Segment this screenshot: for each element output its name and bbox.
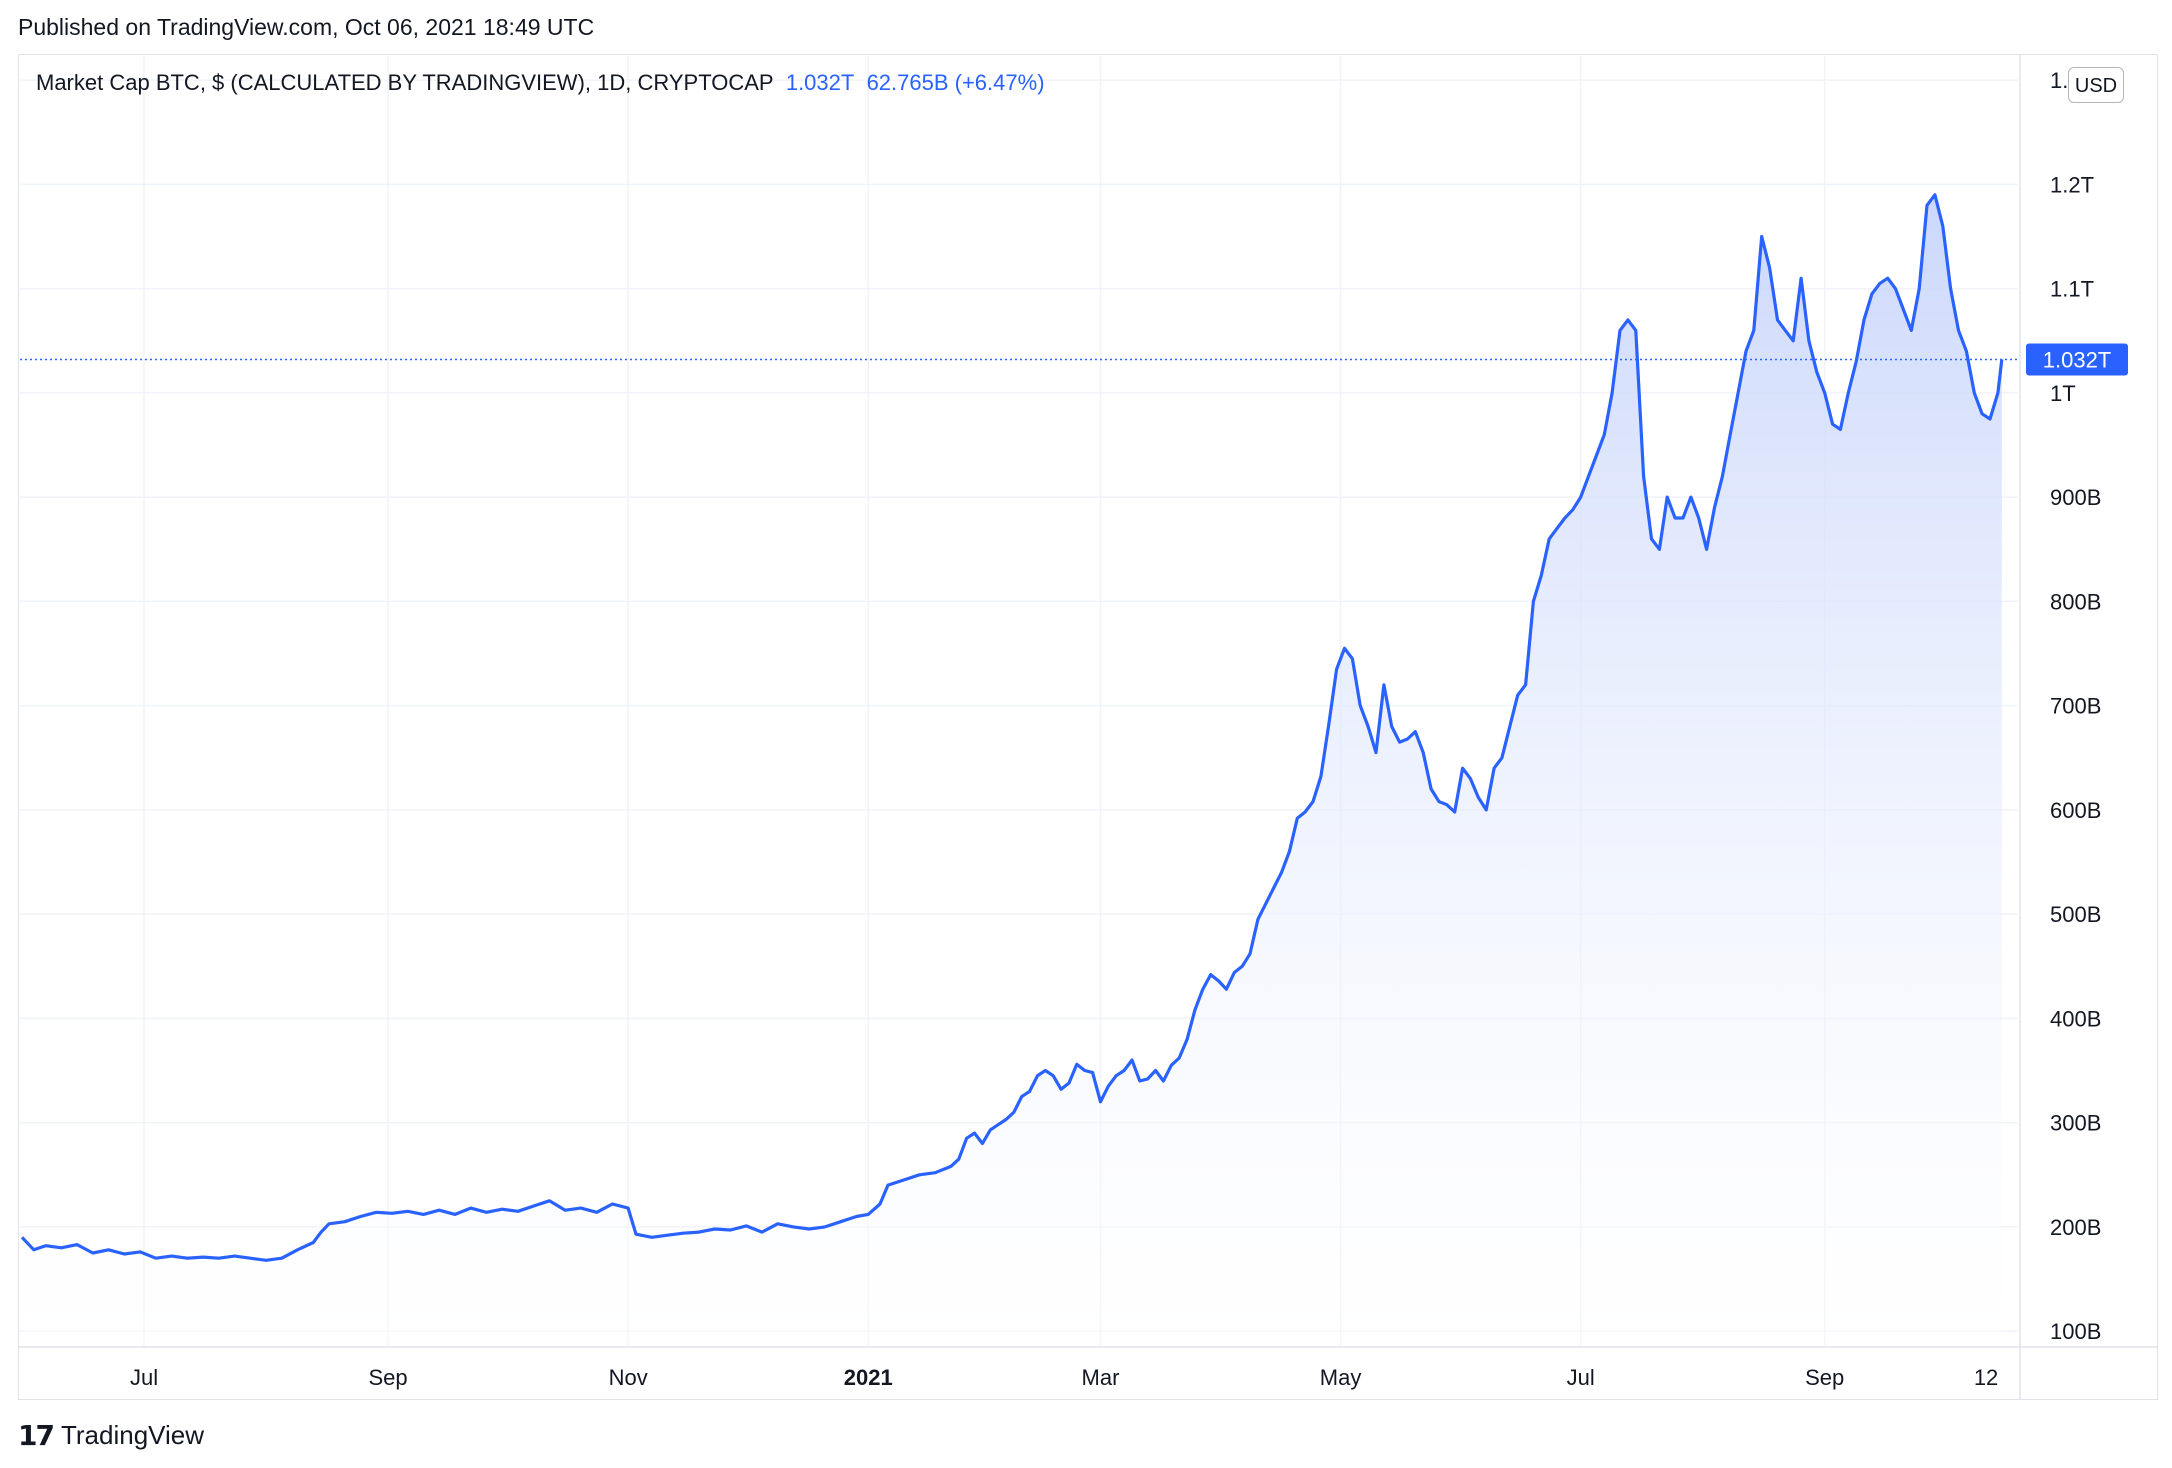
y-tick-label: 600B: [2050, 798, 2101, 823]
published-header: Published on TradingView.com, Oct 06, 20…: [18, 14, 595, 40]
y-tick-label: 300B: [2050, 1111, 2101, 1136]
currency-button[interactable]: USD: [2068, 67, 2124, 103]
x-tick-label: 12: [1974, 1365, 1998, 1390]
legend-change: 62.765B (+6.47%): [866, 70, 1045, 95]
area-fill: [22, 194, 2002, 1347]
legend-last-value: 1.032T: [785, 70, 855, 95]
y-tick-label: 400B: [2050, 1006, 2101, 1031]
y-tick-label: 1.2T: [2050, 172, 2094, 197]
current-price-label: 1.032T: [2043, 348, 2112, 373]
tradingview-logo[interactable]: 17 TradingView: [18, 1418, 204, 1452]
current-price-badge: [2026, 343, 2128, 376]
x-tick-label: Sep: [1805, 1365, 1844, 1390]
x-tick-label: Nov: [609, 1365, 648, 1390]
x-tick-label: Jul: [130, 1365, 158, 1390]
market-cap-line: [20, 193, 2004, 1262]
tradingview-brand: TradingView: [60, 1419, 205, 1450]
legend-symbol: Market Cap BTC, $ (CALCULATED BY TRADING…: [36, 70, 774, 95]
x-tick-label: May: [1320, 1365, 1362, 1390]
chart-legend: Market Cap BTC, $ (CALCULATED BY TRADING…: [36, 70, 1045, 96]
y-tick-label: 800B: [2050, 589, 2101, 614]
x-tick-label: Jul: [1567, 1365, 1595, 1390]
x-tick-label: 2021: [844, 1365, 893, 1390]
y-tick-label: 200B: [2050, 1215, 2101, 1240]
tradingview-logo-icon: 17: [18, 1418, 55, 1452]
y-tick-label: 1T: [2050, 381, 2076, 406]
y-tick-label: 900B: [2050, 485, 2101, 510]
y-tick-label: 1.1T: [2050, 277, 2094, 302]
x-tick-label: Mar: [1082, 1365, 1120, 1390]
chart-frame: [18, 54, 2158, 1400]
x-tick-label: Sep: [368, 1365, 407, 1390]
y-tick-label: 100B: [2050, 1319, 2101, 1344]
y-tick-label: 500B: [2050, 902, 2101, 927]
y-tick-label: 700B: [2050, 694, 2101, 719]
